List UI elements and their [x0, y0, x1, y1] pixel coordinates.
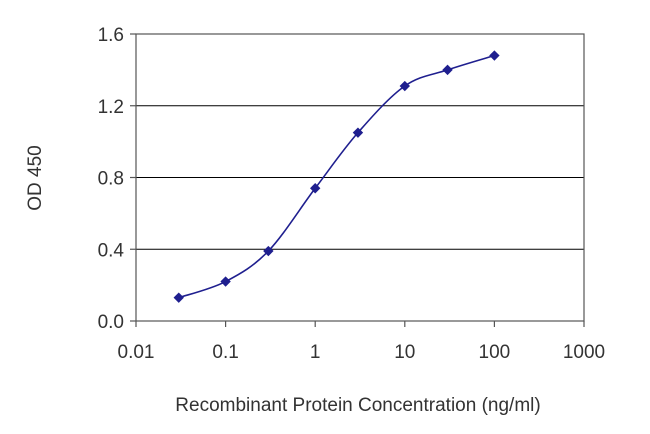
data-series — [173, 50, 500, 303]
data-point-5 — [399, 80, 410, 92]
data-point-6 — [442, 64, 453, 76]
y-tick-label-0: 0.0 — [98, 312, 124, 333]
y-axis-title: OD 450 — [25, 145, 46, 210]
x-tick-label-3: 10 — [394, 342, 415, 363]
data-point-3 — [310, 183, 321, 194]
x-tick-label-2: 1 — [310, 342, 321, 363]
x-tick-label-1: 0.1 — [212, 342, 238, 363]
data-point-1 — [220, 276, 231, 287]
x-tick-label-0: 0.01 — [118, 342, 155, 363]
x-tick-label-5: 1000 — [563, 342, 605, 363]
y-tick-label-4: 1.6 — [98, 25, 124, 46]
data-point-2 — [263, 245, 274, 257]
axis-ticks: 0.0 0.4 0.8 1.2 1.6 0.01 0.1 1 10 100 1000 — [98, 25, 606, 363]
data-point-7 — [489, 50, 500, 61]
y-tick-label-2: 0.8 — [98, 169, 124, 190]
series-line-0 — [178, 54, 495, 299]
gridlines — [136, 105, 584, 250]
x-axis-title: Recombinant Protein Concentration (ng/ml… — [175, 395, 540, 416]
y-tick-label-1: 0.4 — [98, 240, 125, 261]
y-tick-label-3: 1.2 — [98, 97, 124, 118]
data-point-0 — [173, 292, 184, 303]
x-tick-label-4: 100 — [479, 342, 511, 363]
data-point-4 — [352, 127, 364, 138]
